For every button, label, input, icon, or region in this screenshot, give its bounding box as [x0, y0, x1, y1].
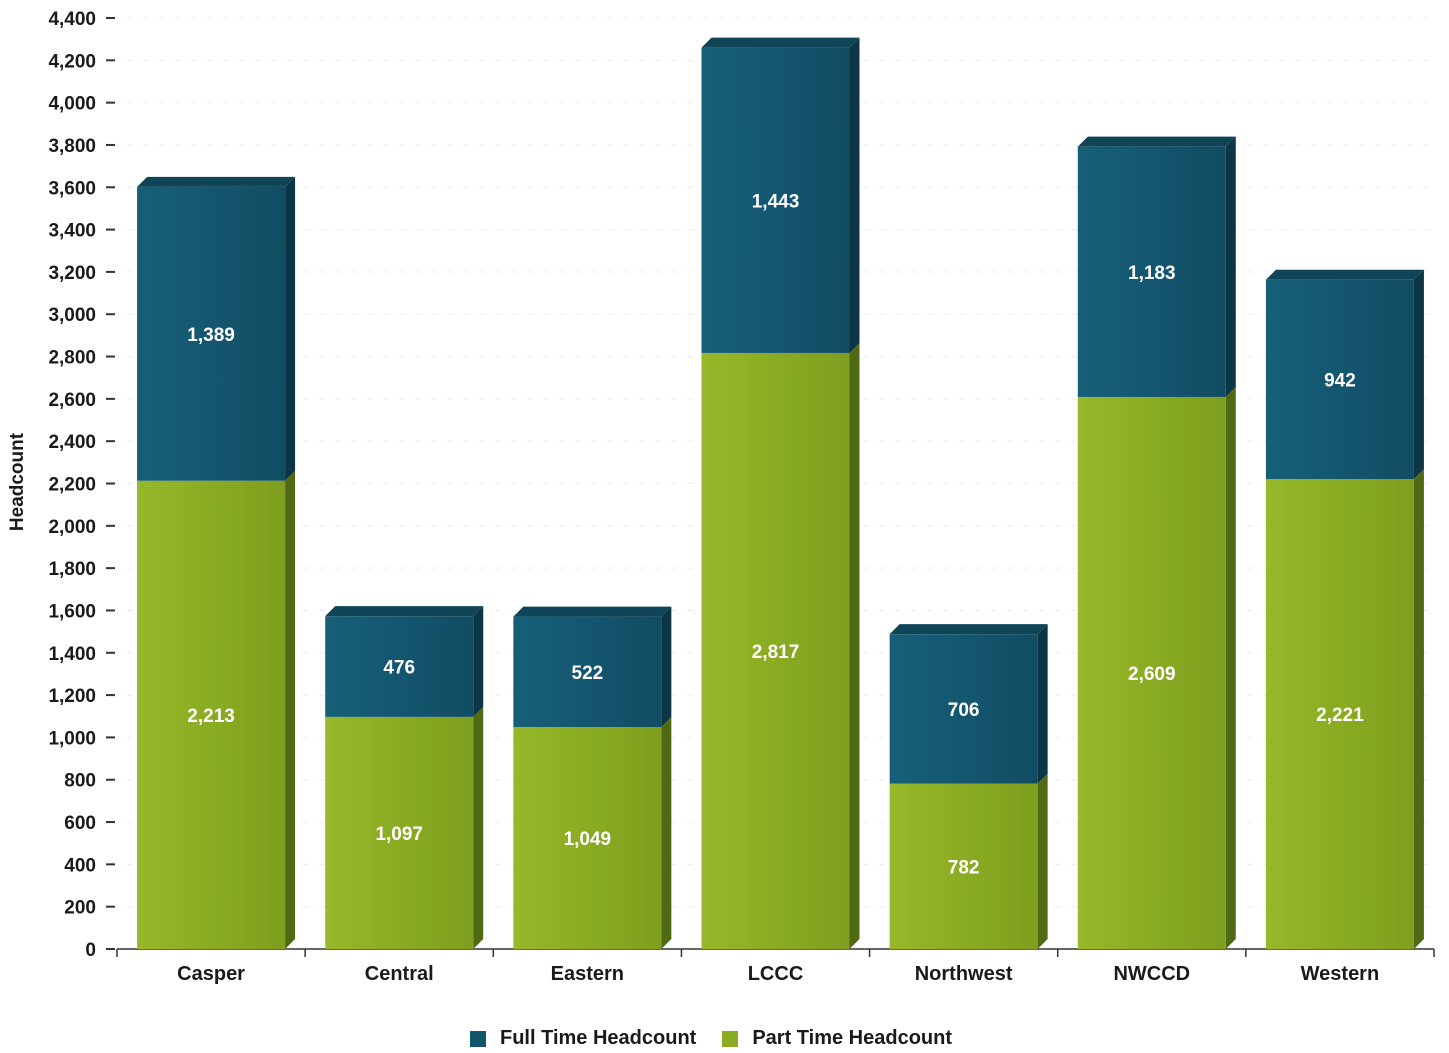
data-labels: 2,213 1,389 1,097 476 1,049 522 2,817 1,443 782 7…: [187, 191, 1364, 878]
data-label-part-time: 2,221: [1316, 705, 1364, 726]
bar-full-time: [1265, 279, 1414, 480]
bar-side-full-time: [1037, 624, 1048, 784]
y-tick-label: 3,800: [48, 136, 96, 157]
bar-full-time: [513, 616, 662, 728]
bar-side-full-time: [285, 176, 296, 481]
bar-top-full-time: [513, 606, 672, 617]
bar-side-full-time: [1225, 136, 1236, 397]
data-label-full-time: 1,183: [1128, 263, 1176, 284]
y-tick-label: 1,400: [48, 644, 96, 665]
legend-label-full-time: Full Time Headcount: [500, 1027, 697, 1049]
y-tick-label: 2,800: [48, 348, 96, 369]
data-label-full-time: 1,443: [752, 191, 800, 212]
y-tick-label: 3,600: [48, 178, 96, 199]
y-tick-label: 4,000: [48, 94, 96, 115]
y-tick-label: 4,400: [48, 9, 96, 30]
y-tick-label: 3,000: [48, 305, 96, 326]
bar-stack-western: [1265, 269, 1424, 949]
legend-swatch-part-time: [722, 1030, 739, 1047]
bar-stack-lccc: [701, 37, 860, 950]
x-tick-label: Northwest: [915, 963, 1013, 985]
y-tick-label: 200: [64, 898, 96, 919]
data-label-full-time: 1,389: [187, 325, 235, 346]
y-tick-label: 1,800: [48, 559, 96, 580]
y-tick-label: 400: [64, 855, 96, 876]
bar-top-full-time: [137, 176, 296, 187]
bar-stack-central: [325, 606, 484, 949]
bar-top-full-time: [701, 37, 860, 48]
bar-part-time: [1265, 479, 1414, 949]
bar-part-time: [701, 352, 850, 950]
bar-side-full-time: [473, 606, 484, 717]
bar-top-full-time: [1265, 269, 1424, 280]
data-label-part-time: 1,049: [564, 829, 612, 850]
data-label-full-time: 476: [383, 658, 415, 679]
data-label-full-time: 706: [948, 700, 980, 721]
y-tick-label: 600: [64, 813, 96, 834]
y-tick-label: 2,200: [48, 475, 96, 496]
x-tick-label: NWCCD: [1113, 963, 1190, 985]
bars: [137, 37, 1424, 950]
bar-side-part-time: [1037, 773, 1048, 949]
bar-side-full-time: [1413, 269, 1424, 480]
bar-top-full-time: [889, 624, 1048, 635]
y-tick-label: 4,200: [48, 51, 96, 72]
x-tick-label: Eastern: [551, 963, 624, 985]
data-label-part-time: 2,213: [187, 706, 235, 727]
bar-side-part-time: [1413, 469, 1424, 949]
bar-top-full-time: [1077, 136, 1236, 147]
y-axis-title: Headcount: [7, 432, 28, 531]
bar-side-full-time: [849, 37, 860, 353]
bar-part-time: [325, 716, 474, 949]
bar-side-full-time: [661, 606, 672, 728]
bar-full-time: [137, 186, 286, 481]
y-tick-label: 2,000: [48, 517, 96, 538]
bar-full-time: [701, 47, 850, 353]
bar-full-time: [1077, 146, 1226, 397]
x-tick-label: Central: [365, 963, 434, 985]
data-label-part-time: 2,817: [752, 642, 800, 663]
y-tick-label: 1,600: [48, 601, 96, 622]
bar-stack-casper: [137, 176, 296, 949]
bar-part-time: [513, 727, 662, 949]
bar-side-part-time: [661, 717, 672, 949]
legend-swatch-full-time: [470, 1030, 486, 1047]
bar-part-time: [137, 480, 286, 949]
legend-item-part-time: Part Time Headcount: [722, 1027, 952, 1050]
y-tick-label: 0: [85, 940, 96, 961]
data-label-full-time: 942: [1324, 370, 1356, 391]
bar-side-part-time: [473, 706, 484, 949]
data-label-part-time: 782: [948, 857, 980, 878]
y-tick-label: 1,200: [48, 686, 96, 707]
data-label-part-time: 1,097: [375, 824, 423, 845]
legend-item-full-time: Full Time Headcount: [470, 1027, 696, 1050]
bar-stack-eastern: [513, 606, 672, 949]
bar-part-time: [1077, 396, 1226, 949]
bar-full-time: [889, 634, 1038, 784]
x-tick-label: LCCC: [748, 963, 804, 985]
legend-label-part-time: Part Time Headcount: [752, 1027, 953, 1049]
bar-stack-nwccd: [1077, 136, 1236, 949]
data-label-full-time: 522: [572, 663, 604, 684]
bar-stack-northwest: [889, 624, 1048, 949]
y-tick-label: 3,200: [48, 263, 96, 284]
bar-full-time: [325, 616, 474, 717]
y-tick-label: 3,400: [48, 221, 96, 242]
bar-side-part-time: [1225, 386, 1236, 949]
bar-side-part-time: [285, 470, 296, 949]
legend: Full Time Headcount Part Time Headcount: [470, 1027, 952, 1050]
y-tick-label: 800: [64, 771, 96, 792]
x-tick-label: Casper: [177, 963, 245, 985]
y-tick-label: 2,400: [48, 432, 96, 453]
y-tick-label: 2,600: [48, 390, 96, 411]
y-tick-label: 1,000: [48, 728, 96, 749]
bar-side-part-time: [849, 342, 860, 950]
x-tick-label: Western: [1301, 963, 1380, 985]
bar-part-time: [889, 783, 1038, 949]
bar-top-full-time: [325, 606, 484, 617]
data-label-part-time: 2,609: [1128, 664, 1176, 685]
